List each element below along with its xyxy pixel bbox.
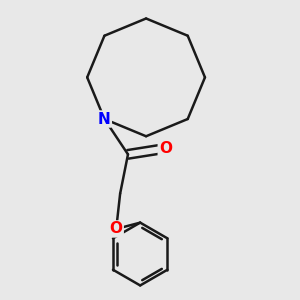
Text: O: O (159, 141, 172, 156)
Text: N: N (98, 112, 111, 127)
Text: O: O (110, 221, 123, 236)
